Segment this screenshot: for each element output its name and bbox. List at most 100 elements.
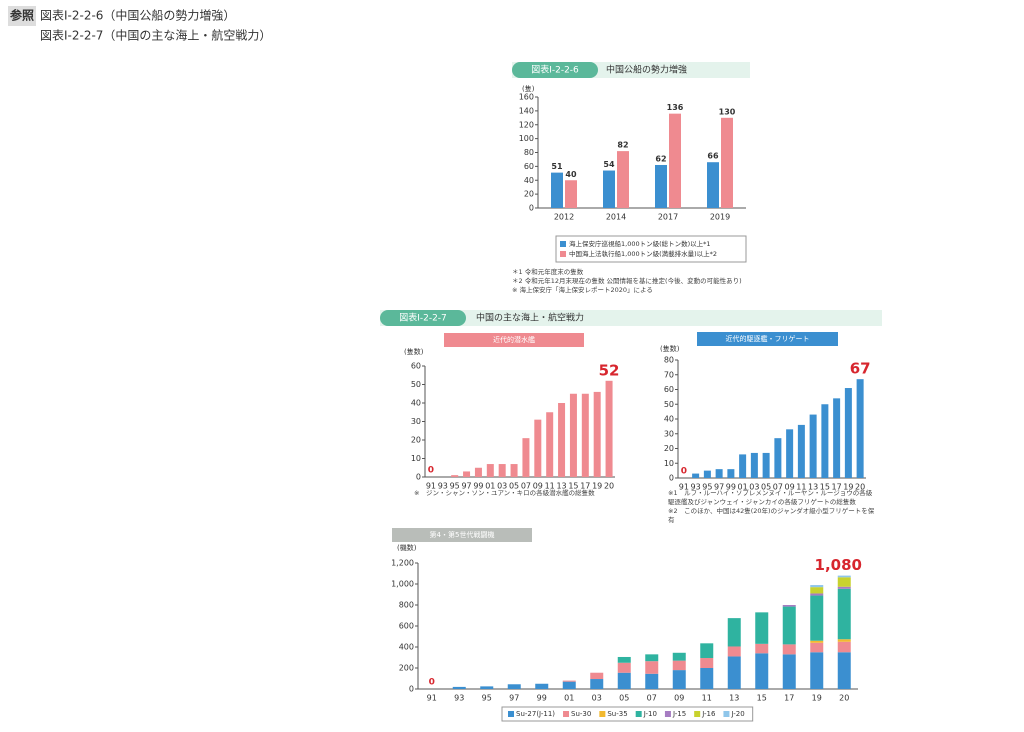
bar	[605, 380, 613, 477]
bar	[603, 170, 615, 208]
legend-swatch	[599, 711, 606, 717]
y-tick-label: 160	[519, 93, 534, 102]
y-tick-label: 30	[411, 417, 421, 426]
bar-segment	[837, 577, 851, 587]
x-tick-label: 13	[556, 482, 566, 491]
x-tick-label: 11	[545, 482, 555, 491]
bar-segment	[782, 606, 796, 645]
x-tick-label: 99	[537, 694, 547, 703]
bar	[750, 452, 758, 478]
badge-bg	[8, 6, 36, 26]
x-tick-label: 15	[568, 482, 578, 491]
section-title: 中国の主な海上・航空戦力	[476, 312, 584, 324]
bar	[856, 379, 864, 478]
x-tick-label: 19	[592, 482, 602, 491]
bar-segment	[590, 672, 604, 680]
bar-segment	[810, 595, 824, 641]
x-tick-label: 93	[454, 694, 464, 703]
y-tick-label: 20	[524, 190, 534, 199]
y-tick-label: 400	[399, 643, 414, 652]
y-axis-label: (隻数)	[404, 347, 424, 356]
legend-label: Su-27(J-11)	[516, 710, 555, 718]
x-tick-label: 20	[839, 694, 849, 703]
legend-swatch	[560, 241, 566, 247]
section-pill	[380, 310, 466, 326]
y-tick-label: 40	[664, 415, 674, 424]
bar	[581, 393, 589, 477]
x-tick-label: 15	[757, 694, 767, 703]
note: ※ 海上保安庁「海上保安レポート2020」による	[512, 286, 653, 294]
bar	[534, 419, 542, 477]
bar-segment	[645, 661, 659, 674]
bar	[565, 180, 577, 208]
x-tick-label: 19	[812, 694, 822, 703]
data-label: 136	[667, 103, 684, 112]
notes: ※ ジン・シャン・ソン・ユアン・キロの各級潜水艦の総隻数	[414, 489, 634, 498]
x-tick-label: 93	[438, 482, 448, 491]
y-tick-label: 40	[524, 176, 534, 185]
data-label: 62	[655, 154, 666, 163]
x-tick-label: 07	[773, 483, 783, 492]
legend-swatch	[635, 711, 642, 717]
data-label: 82	[617, 141, 628, 150]
bar-segment	[837, 639, 851, 642]
y-tick-label: 20	[664, 444, 674, 453]
y-tick-label: 200	[399, 664, 414, 673]
bar	[715, 469, 723, 478]
bar-segment	[700, 658, 714, 668]
x-tick-label: 01	[485, 482, 495, 491]
bar-segment	[535, 683, 549, 689]
note: ※2 このほか、中国は42隻(20年)のジャンダオ級小型フリゲートを保有	[668, 507, 875, 524]
x-tick-label: 91	[426, 482, 436, 491]
note: ＊1 令和元年度末の隻数	[512, 268, 584, 276]
bar-segment	[837, 641, 851, 653]
section-strip	[380, 310, 882, 326]
annotation: 0	[428, 466, 434, 476]
y-axis-label: (隻数)	[660, 344, 680, 353]
x-tick-label: 20	[604, 482, 614, 491]
y-tick-label: 600	[399, 622, 414, 631]
bar-segment	[810, 652, 824, 689]
x-tick-label: 17	[784, 694, 794, 703]
x-tick-label: 11	[702, 694, 712, 703]
bar-segment	[645, 673, 659, 689]
bar-segment	[507, 684, 521, 689]
x-tick-label: 95	[702, 483, 712, 492]
bar	[655, 164, 667, 208]
x-tick-label: 03	[592, 694, 602, 703]
bar-segment	[727, 646, 741, 657]
data-label: 130	[719, 107, 736, 116]
x-tick-label: 13	[808, 483, 818, 492]
bar-segment	[782, 605, 796, 607]
legend-swatch	[563, 711, 570, 717]
bar	[727, 469, 735, 478]
legend-label: J-15	[672, 710, 686, 718]
bar-segment	[810, 642, 824, 653]
annotation: 67	[850, 360, 871, 378]
x-tick-label: 05	[761, 483, 771, 492]
chart-title: 近代的駆逐艦・フリゲート	[726, 334, 810, 343]
bar	[833, 398, 841, 478]
x-tick-label: 11	[796, 483, 806, 492]
title-box	[444, 333, 584, 347]
bar-segment	[617, 672, 631, 689]
x-tick-label: 97	[714, 483, 724, 492]
bar	[593, 391, 601, 477]
data-label: 54	[603, 160, 615, 169]
x-tick-label: 97	[509, 694, 519, 703]
bar	[451, 475, 459, 477]
bar	[569, 393, 577, 477]
bar	[844, 388, 852, 478]
bar	[474, 467, 482, 477]
x-tick-label: 95	[482, 694, 492, 703]
x-tick-label: 17	[832, 483, 842, 492]
bar-segment	[782, 654, 796, 689]
chart-title: 第4・第5世代戦闘機	[430, 530, 495, 539]
bar	[498, 464, 506, 477]
legend-label: Su-30	[571, 710, 591, 718]
bar	[551, 172, 563, 208]
bar	[721, 117, 733, 208]
x-tick-label: 09	[674, 694, 684, 703]
x-tick-label: 2019	[710, 213, 730, 222]
bar	[703, 470, 711, 478]
